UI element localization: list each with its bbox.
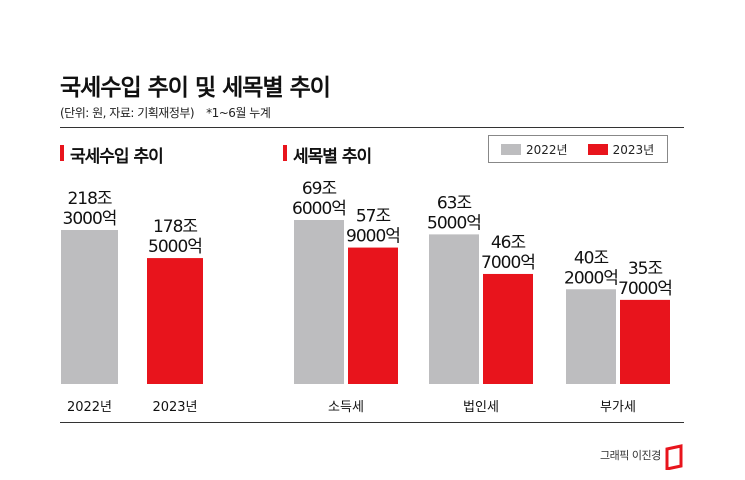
tax-bar-1-1 bbox=[483, 273, 533, 384]
tax-bar-1-0 bbox=[429, 234, 479, 384]
tax-bar-label-1-0: 63조 5000억 bbox=[427, 193, 481, 233]
legend-swatch-2023 bbox=[587, 143, 608, 155]
tax-bar-label-2-0: 40조 2000억 bbox=[564, 248, 618, 288]
tax-bar-2-1 bbox=[620, 299, 670, 384]
tax-bar-0-0 bbox=[294, 220, 344, 384]
tax-category-label-0: 소득세 bbox=[328, 400, 364, 415]
legend-item-2022: 2022년 bbox=[501, 141, 568, 158]
tax-bar-label-0-1: 57조 9000억 bbox=[346, 207, 400, 247]
total-category-label-0: 2022년 bbox=[67, 400, 112, 415]
right-section-title: 세목별 추이 bbox=[283, 142, 372, 167]
unit-source-note: (단위: 원, 자료: 기획재정부) bbox=[60, 106, 195, 120]
graphic-credit: 그래픽 이진경 bbox=[600, 449, 661, 462]
legend-label-2023: 2023년 bbox=[612, 142, 655, 157]
top-divider bbox=[60, 127, 684, 128]
chart-title: 국세수입 추이 및 세목별 추이 bbox=[60, 75, 331, 101]
tax-bar-label-2-1: 35조 7000억 bbox=[618, 259, 672, 299]
total-category-label-1: 2023년 bbox=[152, 400, 197, 415]
tax-category-label-2: 부가세 bbox=[600, 400, 636, 415]
tax-bar-label-1-1: 46조 7000억 bbox=[481, 233, 535, 273]
legend-swatch-2022 bbox=[501, 143, 521, 155]
legend-label-2022: 2022년 bbox=[526, 142, 568, 157]
total-bar-0 bbox=[61, 230, 118, 384]
bottom-divider bbox=[60, 422, 684, 423]
legend: 2022년 2023년 bbox=[488, 135, 668, 163]
left-section-title: 국세수입 추이 bbox=[60, 142, 164, 167]
tax-bar-label-0-0: 69조 6000억 bbox=[292, 179, 346, 219]
total-bar-1 bbox=[147, 258, 203, 384]
tax-bar-0-1 bbox=[348, 247, 398, 384]
publisher-logo-icon bbox=[665, 444, 683, 470]
period-note: *1~6월 누계 bbox=[206, 106, 271, 120]
total-bar-label-1: 178조 5000억 bbox=[148, 217, 202, 257]
tax-bar-2-0 bbox=[566, 289, 616, 384]
legend-item-2023: 2023년 bbox=[587, 141, 655, 158]
tax-category-label-1: 법인세 bbox=[463, 400, 499, 415]
total-bar-label-0: 218조 3000억 bbox=[63, 189, 117, 229]
chart-subtitle: (단위: 원, 자료: 기획재정부) *1~6월 누계 bbox=[60, 104, 271, 121]
